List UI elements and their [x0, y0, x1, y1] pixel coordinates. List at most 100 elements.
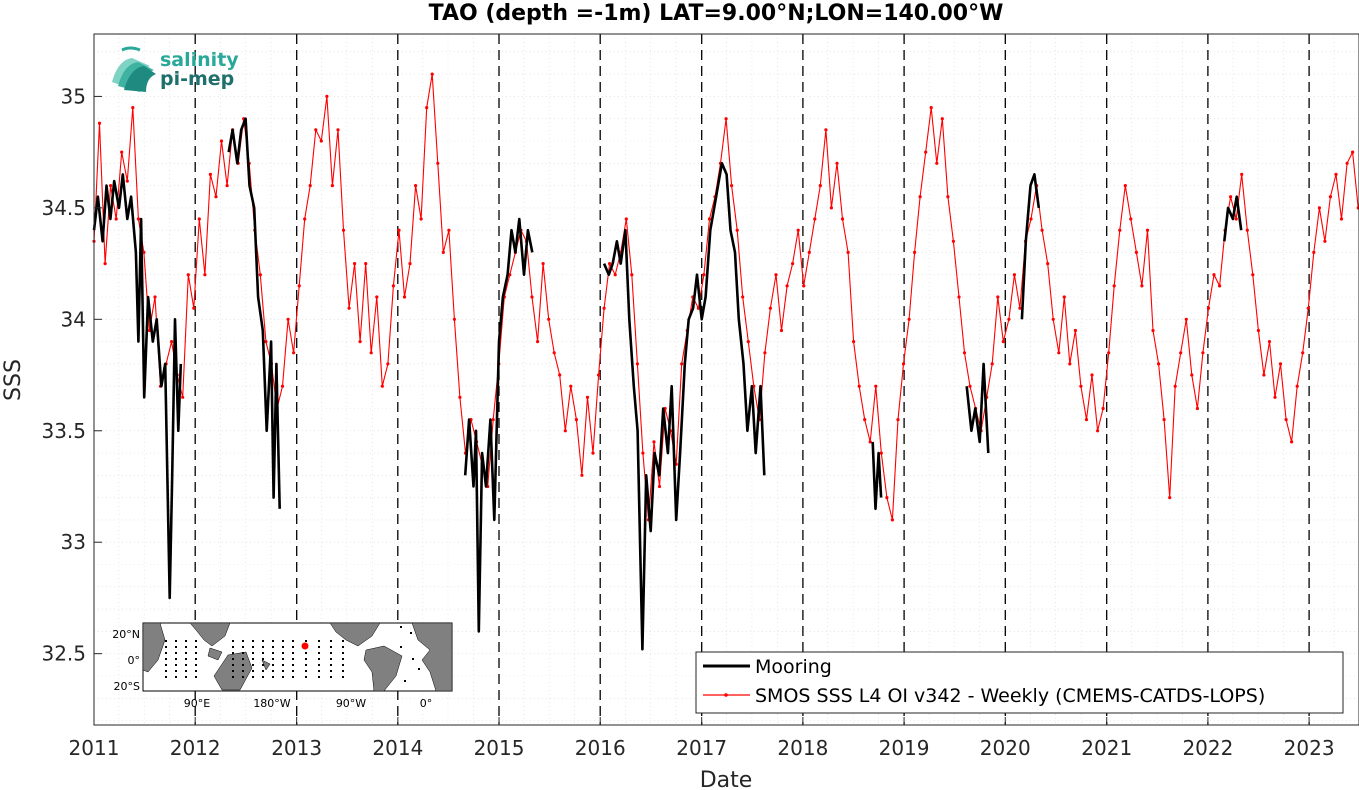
map-dot	[252, 652, 254, 654]
map-dot	[342, 664, 344, 666]
y-tick-label: 34.5	[41, 196, 86, 220]
smos-point	[1345, 161, 1349, 165]
map-dot	[252, 676, 254, 678]
y-axis-label: SSS	[1, 359, 26, 401]
map-dot	[175, 640, 177, 642]
smos-point	[962, 351, 967, 355]
logo-waves-icon	[112, 46, 156, 92]
map-dot	[342, 670, 344, 672]
smos-point	[136, 217, 140, 221]
smos-point	[951, 239, 956, 243]
smos-point	[580, 473, 584, 477]
map-dot	[330, 670, 332, 672]
smos-point	[1145, 228, 1150, 232]
smos-point	[874, 384, 878, 388]
map-lat-label-20n: 20°N	[112, 628, 140, 641]
map-dot	[185, 664, 187, 666]
map-dot	[292, 676, 294, 678]
map-dot	[282, 670, 284, 672]
smos-point	[192, 306, 196, 310]
map-dot	[242, 676, 244, 678]
x-tick-label: 2023	[1284, 736, 1335, 760]
smos-point	[1273, 395, 1277, 399]
smos-point	[364, 262, 368, 266]
series-mooring-segment-6	[1020, 173, 1041, 320]
smos-point	[330, 184, 334, 188]
legend-mooring-label: Mooring	[755, 656, 832, 678]
smos-point	[879, 451, 883, 455]
map-dot	[400, 626, 402, 628]
smos-point	[1118, 228, 1122, 232]
map-dot	[272, 646, 274, 648]
smos-point	[1001, 340, 1005, 344]
smos-point	[1184, 317, 1188, 321]
map-lon-label-0: 0°	[420, 697, 433, 710]
map-dot	[262, 670, 264, 672]
smos-point	[186, 273, 190, 277]
smos-point	[341, 228, 346, 232]
map-dot	[165, 670, 167, 672]
map-dot	[165, 652, 167, 654]
map-dot	[342, 640, 344, 642]
smos-point	[657, 484, 662, 489]
x-tick-label: 2013	[271, 736, 322, 760]
map-dot	[330, 646, 332, 648]
map-dot	[232, 646, 234, 648]
map-dot	[318, 670, 320, 672]
map-dot	[252, 670, 254, 672]
map-lon-label-180w: 180°W	[253, 697, 290, 710]
map-dot	[195, 676, 197, 678]
map-dot	[400, 646, 402, 648]
y-tick-label: 33	[61, 530, 86, 554]
map-dot	[342, 658, 344, 660]
map-dot	[185, 676, 187, 678]
smos-point	[1262, 373, 1266, 377]
series-mooring-segment-0	[92, 173, 183, 600]
y-tick-label: 32.5	[41, 642, 86, 666]
smos-point	[918, 195, 922, 199]
smos-point	[1112, 284, 1116, 288]
smos-point	[1234, 217, 1238, 221]
smos-point	[109, 184, 113, 188]
smos-point	[1251, 273, 1255, 277]
map-dot	[232, 658, 234, 660]
y-tick-label: 35	[61, 84, 86, 108]
smos-point	[1218, 284, 1222, 288]
map-dot	[342, 652, 344, 654]
map-dot	[305, 664, 307, 666]
chart-title: TAO (depth =-1m) LAT=9.00°N;LON=140.00°W	[429, 1, 1004, 26]
smos-point	[303, 217, 307, 221]
smos-point	[1057, 351, 1061, 355]
smos-point	[741, 295, 745, 299]
smos-point	[1240, 172, 1244, 176]
map-dot	[185, 640, 187, 642]
smos-point	[763, 351, 767, 355]
smos-point	[624, 217, 628, 221]
y-tick-label: 34	[61, 307, 86, 331]
map-dot	[292, 664, 294, 666]
map-dot	[195, 658, 197, 660]
map-dot	[165, 664, 167, 666]
smos-point	[1295, 384, 1299, 388]
smos-point	[558, 373, 562, 377]
smos-point	[935, 161, 939, 165]
legend-box	[695, 651, 1344, 714]
smos-point	[131, 106, 135, 110]
smos-point	[1317, 206, 1321, 210]
smos-point	[1290, 440, 1294, 444]
series-mooring-segment-1	[227, 117, 281, 509]
x-tick-label: 2019	[879, 736, 930, 760]
smos-point	[1007, 317, 1011, 321]
smos-point	[1201, 351, 1205, 355]
smos-point	[308, 184, 312, 188]
smos-point	[1356, 206, 1359, 210]
x-tick-label: 2018	[777, 736, 828, 760]
map-dot	[282, 646, 284, 648]
map-dot	[282, 640, 284, 642]
smos-point	[824, 128, 828, 132]
map-dot	[272, 640, 274, 642]
smos-point	[1151, 328, 1155, 333]
map-dot	[195, 640, 197, 642]
map-lon-label-90w: 90°W	[336, 697, 366, 710]
x-tick-label: 2021	[1081, 736, 1132, 760]
